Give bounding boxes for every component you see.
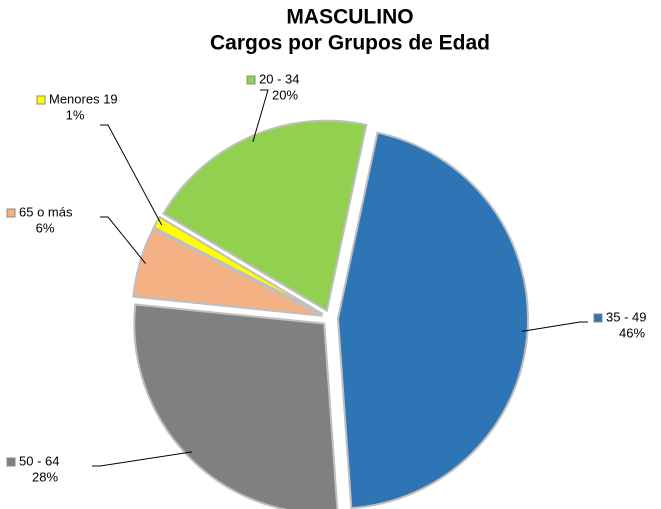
data-label-value: 46% xyxy=(619,325,645,340)
data-label-value: 20% xyxy=(272,87,298,102)
pie-slice xyxy=(336,131,529,509)
legend-key xyxy=(6,457,16,467)
pie-slice xyxy=(162,119,368,313)
data-label-name: Menores 19 xyxy=(49,91,118,106)
leader-line xyxy=(521,321,588,332)
pie-slice xyxy=(132,227,323,317)
data-label-name: 50 - 64 xyxy=(19,453,59,468)
chart-subtitle: Cargos por Grupos de Edad xyxy=(210,32,490,55)
legend-key xyxy=(36,95,46,105)
leader-line xyxy=(100,124,163,226)
data-label-name: 65 o más xyxy=(19,204,73,219)
legend-key xyxy=(593,313,603,323)
data-label-value: 28% xyxy=(32,469,58,484)
pie-slice xyxy=(152,215,324,316)
data-label-name: 20 - 34 xyxy=(259,71,299,86)
leader-line xyxy=(252,89,269,142)
pie-slice xyxy=(133,303,339,509)
leader-line xyxy=(100,216,146,264)
legend-key xyxy=(246,75,256,85)
data-label-name: 35 - 49 xyxy=(606,309,646,324)
data-label-value: 6% xyxy=(36,220,55,235)
data-label-value: 1% xyxy=(66,107,85,122)
leader-line xyxy=(92,451,193,467)
chart-title: MASCULINO xyxy=(286,6,413,29)
legend-key xyxy=(6,208,16,218)
